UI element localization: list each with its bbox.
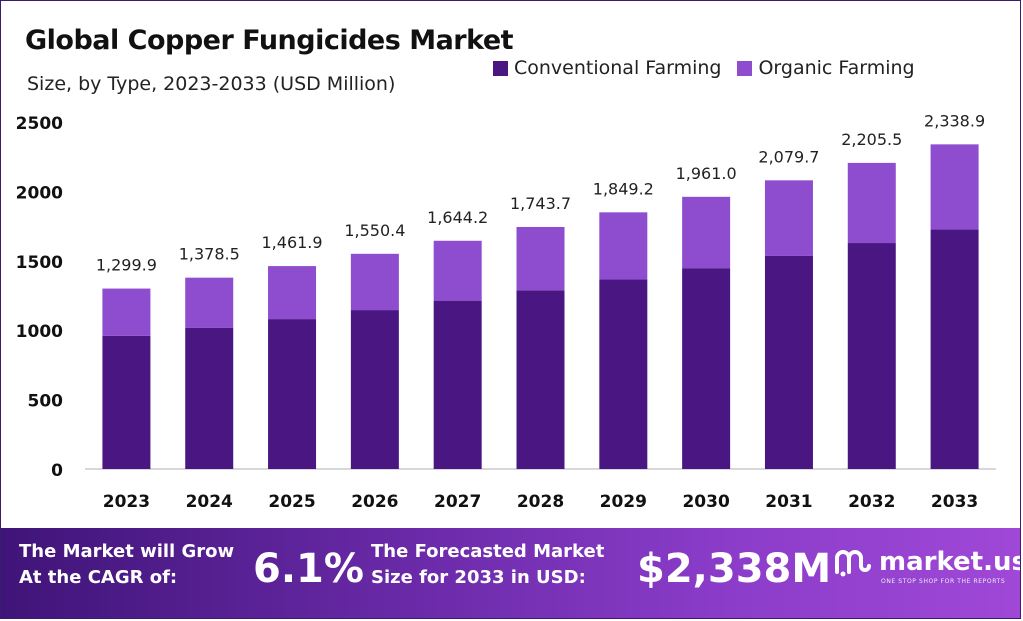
- bar-organic-2032: [847, 162, 896, 244]
- bar-organic-2030: [682, 196, 731, 269]
- x-tick-label-2033: 2033: [931, 492, 978, 512]
- bar-organic-2023: [102, 288, 151, 336]
- summary-banner: The Market will Grow At the CAGR of: 6.1…: [1, 528, 1021, 618]
- x-tick-label-2025: 2025: [268, 492, 315, 512]
- bar-organic-2031: [764, 180, 813, 256]
- x-tick-label-2026: 2026: [351, 492, 398, 512]
- bar-organic-2027: [433, 240, 482, 301]
- cagr-caption-line-2: At the CAGR of:: [19, 567, 178, 588]
- data-label-2023: 1,299.9: [96, 256, 157, 275]
- bar-organic-2026: [350, 253, 399, 311]
- x-tick-label-2031: 2031: [765, 492, 812, 512]
- x-tick-label-2028: 2028: [517, 492, 564, 512]
- y-tick-label: 1000: [16, 322, 63, 342]
- data-label-2028: 1,743.7: [510, 194, 571, 213]
- bar-organic-2029: [599, 212, 648, 280]
- x-tick-label-2029: 2029: [600, 492, 647, 512]
- data-label-2025: 1,461.9: [262, 233, 323, 252]
- bar-organic-2028: [516, 226, 565, 291]
- legend-swatch-conventional: [493, 60, 508, 76]
- forecast-caption-line-2: Size for 2033 in USD:: [371, 567, 586, 588]
- legend-item-conventional: Conventional Farming: [493, 57, 721, 79]
- market-us-logo-icon: [835, 550, 871, 577]
- x-tick-label-2032: 2032: [848, 492, 895, 512]
- bar-conventional-2032: [847, 243, 896, 469]
- bar-conventional-2030: [682, 268, 731, 469]
- bar-conventional-2024: [185, 327, 234, 469]
- data-label-2029: 1,849.2: [593, 179, 654, 198]
- bar-conventional-2026: [350, 310, 399, 469]
- bar-conventional-2031: [764, 255, 813, 469]
- data-label-2033: 2,338.9: [924, 111, 985, 130]
- logo-name: market.us: [879, 547, 1021, 577]
- y-tick-label: 1500: [16, 253, 63, 273]
- bar-conventional-2027: [433, 300, 482, 469]
- data-label-2032: 2,205.5: [841, 130, 902, 149]
- data-label-2026: 1,550.4: [344, 221, 405, 240]
- y-tick-label: 2000: [16, 183, 63, 203]
- x-tick-label-2023: 2023: [103, 492, 150, 512]
- chart-subtitle: Size, by Type, 2023-2033 (USD Million): [27, 73, 396, 95]
- x-tick-label-2024: 2024: [186, 492, 233, 512]
- data-label-2031: 2,079.7: [758, 147, 819, 166]
- data-label-2027: 1,644.2: [427, 208, 488, 227]
- data-label-2024: 1,378.5: [179, 245, 240, 264]
- market-us-logo: market.us ONE STOP SHOP FOR THE REPORTS: [833, 546, 1021, 585]
- data-label-2030: 1,961.0: [676, 164, 737, 183]
- bar-organic-2025: [268, 266, 317, 320]
- y-tick-label: 0: [51, 461, 63, 481]
- cagr-caption-line-1: The Market will Grow: [19, 541, 235, 562]
- bar-conventional-2023: [102, 335, 151, 469]
- x-tick-label-2027: 2027: [434, 492, 481, 512]
- cagr-value: 6.1%: [253, 546, 364, 592]
- logo-tagline: ONE STOP SHOP FOR THE REPORTS: [881, 578, 1006, 585]
- legend-swatch-organic: [737, 60, 753, 76]
- y-tick-label: 2500: [16, 114, 63, 134]
- chart-title: Global Copper Fungicides Market: [25, 25, 514, 56]
- bar-organic-2033: [930, 144, 979, 230]
- legend: Conventional Farming Organic Farming: [493, 57, 915, 79]
- legend-label-organic: Organic Farming: [758, 57, 915, 79]
- bar-conventional-2033: [930, 229, 979, 469]
- y-tick-label: 500: [28, 392, 64, 412]
- legend-item-organic: Organic Farming: [737, 57, 915, 79]
- bar-conventional-2029: [599, 279, 648, 469]
- forecast-caption-line-1: The Forecasted Market: [371, 541, 605, 562]
- bar-organic-2024: [185, 277, 234, 328]
- bar-conventional-2025: [268, 319, 317, 469]
- x-tick-label-2030: 2030: [682, 492, 729, 512]
- bar-chart: 0 500 1000 1500 2000 2500 1,299.9 2023 1,378.5 20…: [16, 111, 996, 512]
- legend-label-conventional: Conventional Farming: [514, 57, 722, 79]
- forecast-value: $2,338M: [637, 546, 832, 592]
- bar-conventional-2028: [516, 290, 565, 469]
